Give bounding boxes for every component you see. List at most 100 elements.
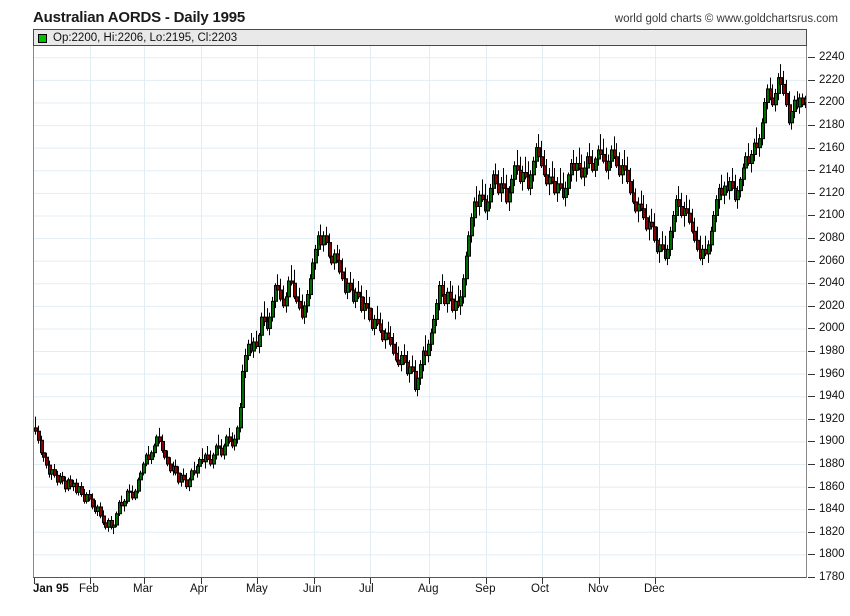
candle-body bbox=[594, 158, 598, 171]
candle-body bbox=[233, 438, 237, 447]
candle-body bbox=[134, 490, 138, 499]
y-axis-tick bbox=[808, 464, 815, 466]
y-axis-label: 2180 bbox=[819, 119, 845, 132]
candle-body bbox=[432, 318, 436, 334]
candle-body bbox=[489, 187, 493, 203]
candle-body bbox=[80, 486, 84, 496]
candle-body bbox=[91, 498, 95, 508]
candle-body bbox=[459, 296, 463, 307]
y-axis-label: 1960 bbox=[819, 367, 845, 380]
x-axis-label: Apr bbox=[190, 583, 208, 595]
x-axis-label: Jul bbox=[359, 583, 374, 595]
candle-body bbox=[42, 452, 46, 458]
candle-body bbox=[537, 147, 541, 158]
candle-body bbox=[311, 262, 315, 280]
candle-body bbox=[163, 449, 167, 458]
candle-body bbox=[513, 165, 517, 180]
x-axis-tick bbox=[429, 578, 430, 584]
candle-body bbox=[666, 248, 670, 259]
x-axis-label: Feb bbox=[79, 583, 99, 595]
y-axis-tick bbox=[808, 125, 815, 127]
candlestick-plot-area[interactable] bbox=[33, 46, 807, 578]
y-axis-tick bbox=[808, 418, 815, 420]
candle-body bbox=[37, 430, 41, 441]
x-axis-label: Oct bbox=[531, 583, 549, 595]
candle-body bbox=[298, 300, 302, 309]
candle-body bbox=[602, 153, 606, 162]
x-axis-label: Aug bbox=[418, 583, 439, 595]
candle-body bbox=[516, 165, 520, 171]
y-axis-label: 2100 bbox=[819, 209, 845, 222]
x-axis-label: Jan 95 bbox=[33, 583, 69, 595]
y-axis-label: 2160 bbox=[819, 141, 845, 154]
candle-body bbox=[672, 214, 676, 232]
candle-body bbox=[607, 160, 611, 171]
candle-body bbox=[653, 226, 657, 241]
y-axis-tick bbox=[808, 238, 815, 240]
candle-body bbox=[419, 364, 423, 379]
y-axis-tick bbox=[808, 486, 815, 488]
candle-body bbox=[411, 366, 415, 372]
candle-body bbox=[263, 316, 267, 323]
candle-body bbox=[349, 282, 353, 291]
x-axis-label: May bbox=[246, 583, 268, 595]
y-axis-tick bbox=[808, 441, 815, 443]
candle-body bbox=[529, 174, 533, 189]
x-axis-tick bbox=[34, 578, 35, 584]
candle-body bbox=[502, 183, 506, 189]
candle-body bbox=[707, 244, 711, 255]
y-axis-label: 1780 bbox=[819, 571, 845, 583]
y-axis-tick bbox=[808, 328, 815, 330]
candle-body bbox=[540, 156, 544, 167]
y-axis-label: 2000 bbox=[819, 322, 845, 335]
candle-body bbox=[790, 111, 794, 124]
x-axis-label: Jun bbox=[303, 583, 322, 595]
candle-body bbox=[478, 194, 482, 207]
x-axis-tick bbox=[486, 578, 487, 584]
y-axis-label: 1800 bbox=[819, 548, 845, 561]
x-axis-tick bbox=[201, 578, 202, 584]
candle-body bbox=[45, 456, 49, 466]
y-axis-tick bbox=[808, 531, 815, 533]
candle-body bbox=[212, 454, 216, 465]
y-axis-tick bbox=[808, 192, 815, 194]
candle-body bbox=[174, 465, 178, 474]
candle-body bbox=[190, 470, 194, 481]
y-axis-label: 1900 bbox=[819, 435, 845, 448]
x-axis-tick bbox=[542, 578, 543, 584]
candle-body bbox=[403, 355, 407, 363]
candle-body bbox=[524, 172, 528, 178]
x-axis-tick bbox=[90, 578, 91, 584]
y-axis-label: 2020 bbox=[819, 299, 845, 312]
candle-body bbox=[693, 230, 697, 241]
candle-body bbox=[99, 506, 103, 517]
y-axis-tick bbox=[808, 554, 815, 556]
candle-body bbox=[804, 98, 806, 103]
candle-body bbox=[303, 305, 307, 318]
candle-body bbox=[139, 472, 143, 481]
candle-body bbox=[112, 524, 116, 528]
ohlc-legend-bar[interactable]: Op:2200, Hi:2206, Lo:2195, Cl:2203 bbox=[33, 29, 807, 46]
y-axis-label: 1840 bbox=[819, 503, 845, 516]
y-axis-tick bbox=[808, 351, 815, 353]
y-axis-label: 1880 bbox=[819, 458, 845, 471]
candle-body bbox=[34, 427, 38, 432]
candle-body bbox=[166, 456, 170, 465]
candle-body bbox=[123, 500, 127, 507]
x-axis-tick bbox=[257, 578, 258, 584]
candle-body bbox=[470, 217, 474, 237]
candle-body bbox=[260, 316, 264, 336]
candle-body bbox=[731, 181, 735, 189]
candle-body bbox=[158, 436, 162, 442]
y-axis-label: 1860 bbox=[819, 480, 845, 493]
y-axis-label: 2040 bbox=[819, 277, 845, 290]
candle-body bbox=[198, 459, 202, 467]
candle-body bbox=[357, 291, 361, 298]
candle-body bbox=[559, 183, 563, 189]
y-axis-label: 1980 bbox=[819, 345, 845, 358]
y-axis-tick bbox=[808, 577, 815, 578]
candle-body bbox=[279, 289, 283, 300]
x-axis-tick bbox=[370, 578, 371, 584]
candle-body bbox=[736, 190, 740, 201]
y-axis-label: 2080 bbox=[819, 232, 845, 245]
